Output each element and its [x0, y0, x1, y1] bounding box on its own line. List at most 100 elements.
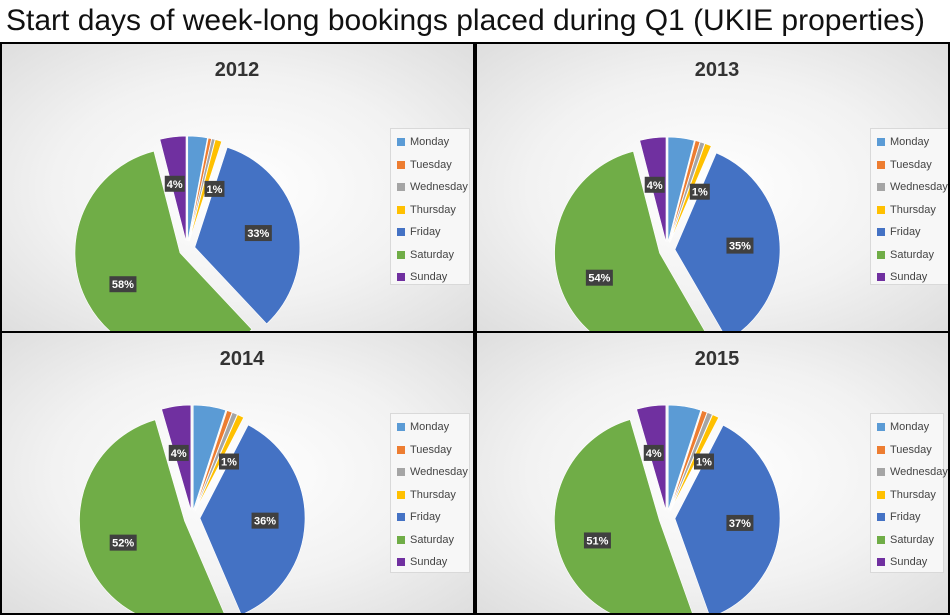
pie-slice-monday: [187, 135, 208, 242]
pie-slice-saturday: [79, 419, 225, 613]
legend-swatch-thursday: [397, 490, 405, 499]
legend-swatch-monday: [877, 138, 885, 147]
legend-swatch-friday: [877, 228, 885, 237]
legend-label-friday: Friday: [410, 226, 441, 239]
legend-label-monday: Monday: [410, 136, 450, 149]
legend-label-sunday: Sunday: [890, 271, 928, 284]
pie-slice-tuesday: [668, 140, 701, 243]
legend-label-sunday: Sunday: [890, 556, 928, 569]
legend-2012: Monday Tuesday Wednesday Thursday Friday Satu…: [390, 128, 470, 285]
data-label-saturday: 54%: [585, 269, 613, 286]
legend-swatch-monday: [877, 423, 885, 432]
legend-label-tuesday: Tuesday: [410, 158, 452, 171]
pie-slice-saturday: [554, 151, 706, 331]
svg-text:1%: 1%: [207, 184, 223, 196]
legend-label-tuesday: Tuesday: [890, 158, 932, 171]
chart-title: 2013: [695, 59, 740, 81]
pie-slice-wednesday: [669, 141, 706, 243]
page-title: Start days of week-long bookings placed …: [0, 0, 950, 42]
data-label-sunday: 4%: [643, 444, 664, 461]
legend-label-thursday: Thursday: [410, 488, 456, 501]
legend-swatch-friday: [877, 513, 885, 522]
legend-label-monday: Monday: [890, 136, 930, 149]
legend-item-tuesday: Tuesday: [877, 439, 939, 462]
chart-title: 2015: [695, 348, 740, 370]
pie-slice-saturday: [554, 419, 693, 613]
legend-item-monday: Monday: [397, 131, 465, 154]
legend-item-saturday: Saturday: [877, 529, 939, 552]
legend-swatch-tuesday: [397, 445, 405, 454]
svg-text:54%: 54%: [588, 273, 610, 285]
legend-label-monday: Monday: [410, 421, 450, 434]
svg-text:1%: 1%: [221, 457, 237, 469]
chart-title: 2014: [220, 348, 265, 370]
svg-text:4%: 4%: [171, 448, 187, 460]
svg-text:4%: 4%: [167, 179, 183, 191]
legend-label-wednesday: Wednesday: [890, 181, 948, 194]
legend-label-thursday: Thursday: [410, 203, 456, 216]
legend-swatch-sunday: [877, 558, 885, 567]
pie-slice-monday: [667, 136, 695, 243]
legend-swatch-tuesday: [877, 445, 885, 454]
legend-swatch-sunday: [397, 558, 405, 567]
svg-text:58%: 58%: [112, 279, 134, 291]
data-label-saturday: 58%: [109, 276, 137, 293]
pie-slice-tuesday: [669, 410, 708, 511]
svg-text:36%: 36%: [254, 516, 276, 528]
legend-label-sunday: Sunday: [410, 556, 448, 569]
pie-slice-monday: [667, 404, 702, 511]
legend-swatch-wednesday: [877, 468, 885, 477]
legend-swatch-friday: [397, 513, 405, 522]
legend-swatch-thursday: [877, 205, 885, 214]
legend-item-thursday: Thursday: [397, 484, 465, 507]
legend-label-wednesday: Wednesday: [410, 466, 468, 479]
data-label-friday: 35%: [726, 237, 754, 254]
legend-swatch-wednesday: [397, 183, 405, 192]
legend-item-saturday: Saturday: [397, 244, 465, 267]
legend-swatch-monday: [397, 138, 405, 147]
legend-swatch-wednesday: [877, 183, 885, 192]
svg-text:35%: 35%: [729, 241, 751, 253]
legend-item-wednesday: Wednesday: [877, 461, 948, 484]
data-label-saturday: 52%: [109, 534, 137, 551]
legend-swatch-thursday: [397, 205, 405, 214]
legend-swatch-sunday: [397, 273, 405, 282]
legend-item-sunday: Sunday: [397, 266, 465, 289]
legend-label-saturday: Saturday: [890, 533, 935, 546]
legend-swatch-saturday: [397, 535, 405, 544]
svg-text:52%: 52%: [112, 538, 134, 550]
legend-item-tuesday: Tuesday: [877, 154, 945, 177]
legend-item-wednesday: Wednesday: [877, 176, 948, 199]
legend-label-tuesday: Tuesday: [890, 443, 932, 456]
legend-swatch-saturday: [877, 535, 885, 544]
svg-text:4%: 4%: [647, 180, 663, 192]
legend-label-saturday: Saturday: [410, 248, 455, 261]
chart-panel-2015: 2015 4% 1% 37% 51% Monday Tuesday Wednesday Thu…: [477, 333, 948, 613]
legend-2014: Monday Tuesday Wednesday Thursday Friday Satu…: [390, 413, 470, 573]
pie-slice-wednesday: [194, 412, 238, 511]
legend-swatch-friday: [397, 228, 405, 237]
pie-slice-monday: [192, 404, 227, 511]
legend-item-tuesday: Tuesday: [397, 439, 465, 462]
chart-panel-2013: 2013 4% 1% 35% 54% Monday Tuesday Wednesday Thu…: [477, 44, 948, 331]
legend-item-friday: Friday: [397, 506, 465, 529]
legend-item-sunday: Sunday: [877, 266, 945, 289]
legend-swatch-monday: [397, 423, 405, 432]
legend-label-friday: Friday: [890, 226, 921, 239]
svg-text:1%: 1%: [696, 457, 712, 469]
legend-label-sunday: Sunday: [410, 271, 448, 284]
data-label-thursday: 1%: [689, 183, 710, 200]
legend-item-monday: Monday: [877, 131, 945, 154]
legend-item-sunday: Sunday: [397, 551, 465, 574]
legend-item-friday: Friday: [877, 506, 939, 529]
data-label-friday: 36%: [251, 512, 279, 529]
legend-item-friday: Friday: [397, 221, 465, 244]
pie-chart-2013: 2013 4% 1% 35% 54%: [554, 59, 781, 331]
legend-item-thursday: Thursday: [877, 484, 939, 507]
legend-item-saturday: Saturday: [877, 244, 945, 267]
svg-text:37%: 37%: [729, 518, 751, 530]
legend-swatch-tuesday: [877, 160, 885, 169]
data-label-thursday: 1%: [693, 453, 714, 470]
svg-text:33%: 33%: [247, 228, 269, 240]
legend-label-thursday: Thursday: [890, 203, 936, 216]
